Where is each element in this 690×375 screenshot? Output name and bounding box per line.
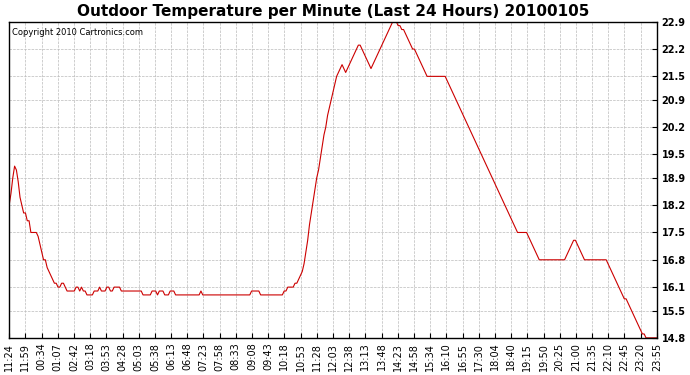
Text: Copyright 2010 Cartronics.com: Copyright 2010 Cartronics.com [12, 28, 144, 37]
Title: Outdoor Temperature per Minute (Last 24 Hours) 20100105: Outdoor Temperature per Minute (Last 24 … [77, 4, 589, 19]
